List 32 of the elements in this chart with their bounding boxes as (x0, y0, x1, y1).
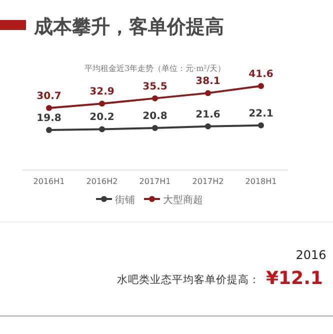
point (99, 100, 105, 107)
point (205, 123, 211, 130)
point (205, 90, 211, 96)
data-label: 20.8 (142, 111, 168, 122)
legend-label: 大型商超 (163, 194, 203, 206)
point (46, 105, 52, 112)
data-label: 20.2 (90, 112, 114, 124)
x-tick-label: 2016H1 (33, 177, 65, 186)
point (152, 95, 158, 102)
x-tick-label: 2016H2 (86, 177, 118, 186)
text: ¥12.1 (266, 268, 323, 289)
chart-subtitle: 平均租金近3年走势（单位：元·m²/天） (84, 64, 226, 73)
data-label: 32.9 (90, 86, 114, 98)
point (258, 83, 264, 89)
point (152, 125, 158, 131)
point (258, 122, 264, 128)
chart-title: 成本攀升，客单价提高 (33, 16, 224, 38)
data-label: 41.6 (248, 69, 274, 80)
data-label: 22.1 (248, 108, 274, 120)
text: 2016 (296, 248, 326, 262)
data-label: 19.8 (36, 113, 62, 124)
data-label: 35.5 (142, 81, 168, 92)
x-tick-label: 2017H2 (192, 177, 224, 186)
text: 水吧类业态平均客单价提高： (117, 273, 260, 286)
point (99, 126, 105, 132)
data-label: 30.7 (36, 91, 62, 102)
point (46, 127, 52, 134)
data-label: 21.6 (196, 109, 220, 120)
x-tick-label: 2018H1 (245, 177, 277, 186)
legend-label: 街铺 (115, 194, 135, 206)
x-tick-label: 2017H1 (139, 177, 171, 186)
data-label: 38.1 (196, 76, 220, 88)
